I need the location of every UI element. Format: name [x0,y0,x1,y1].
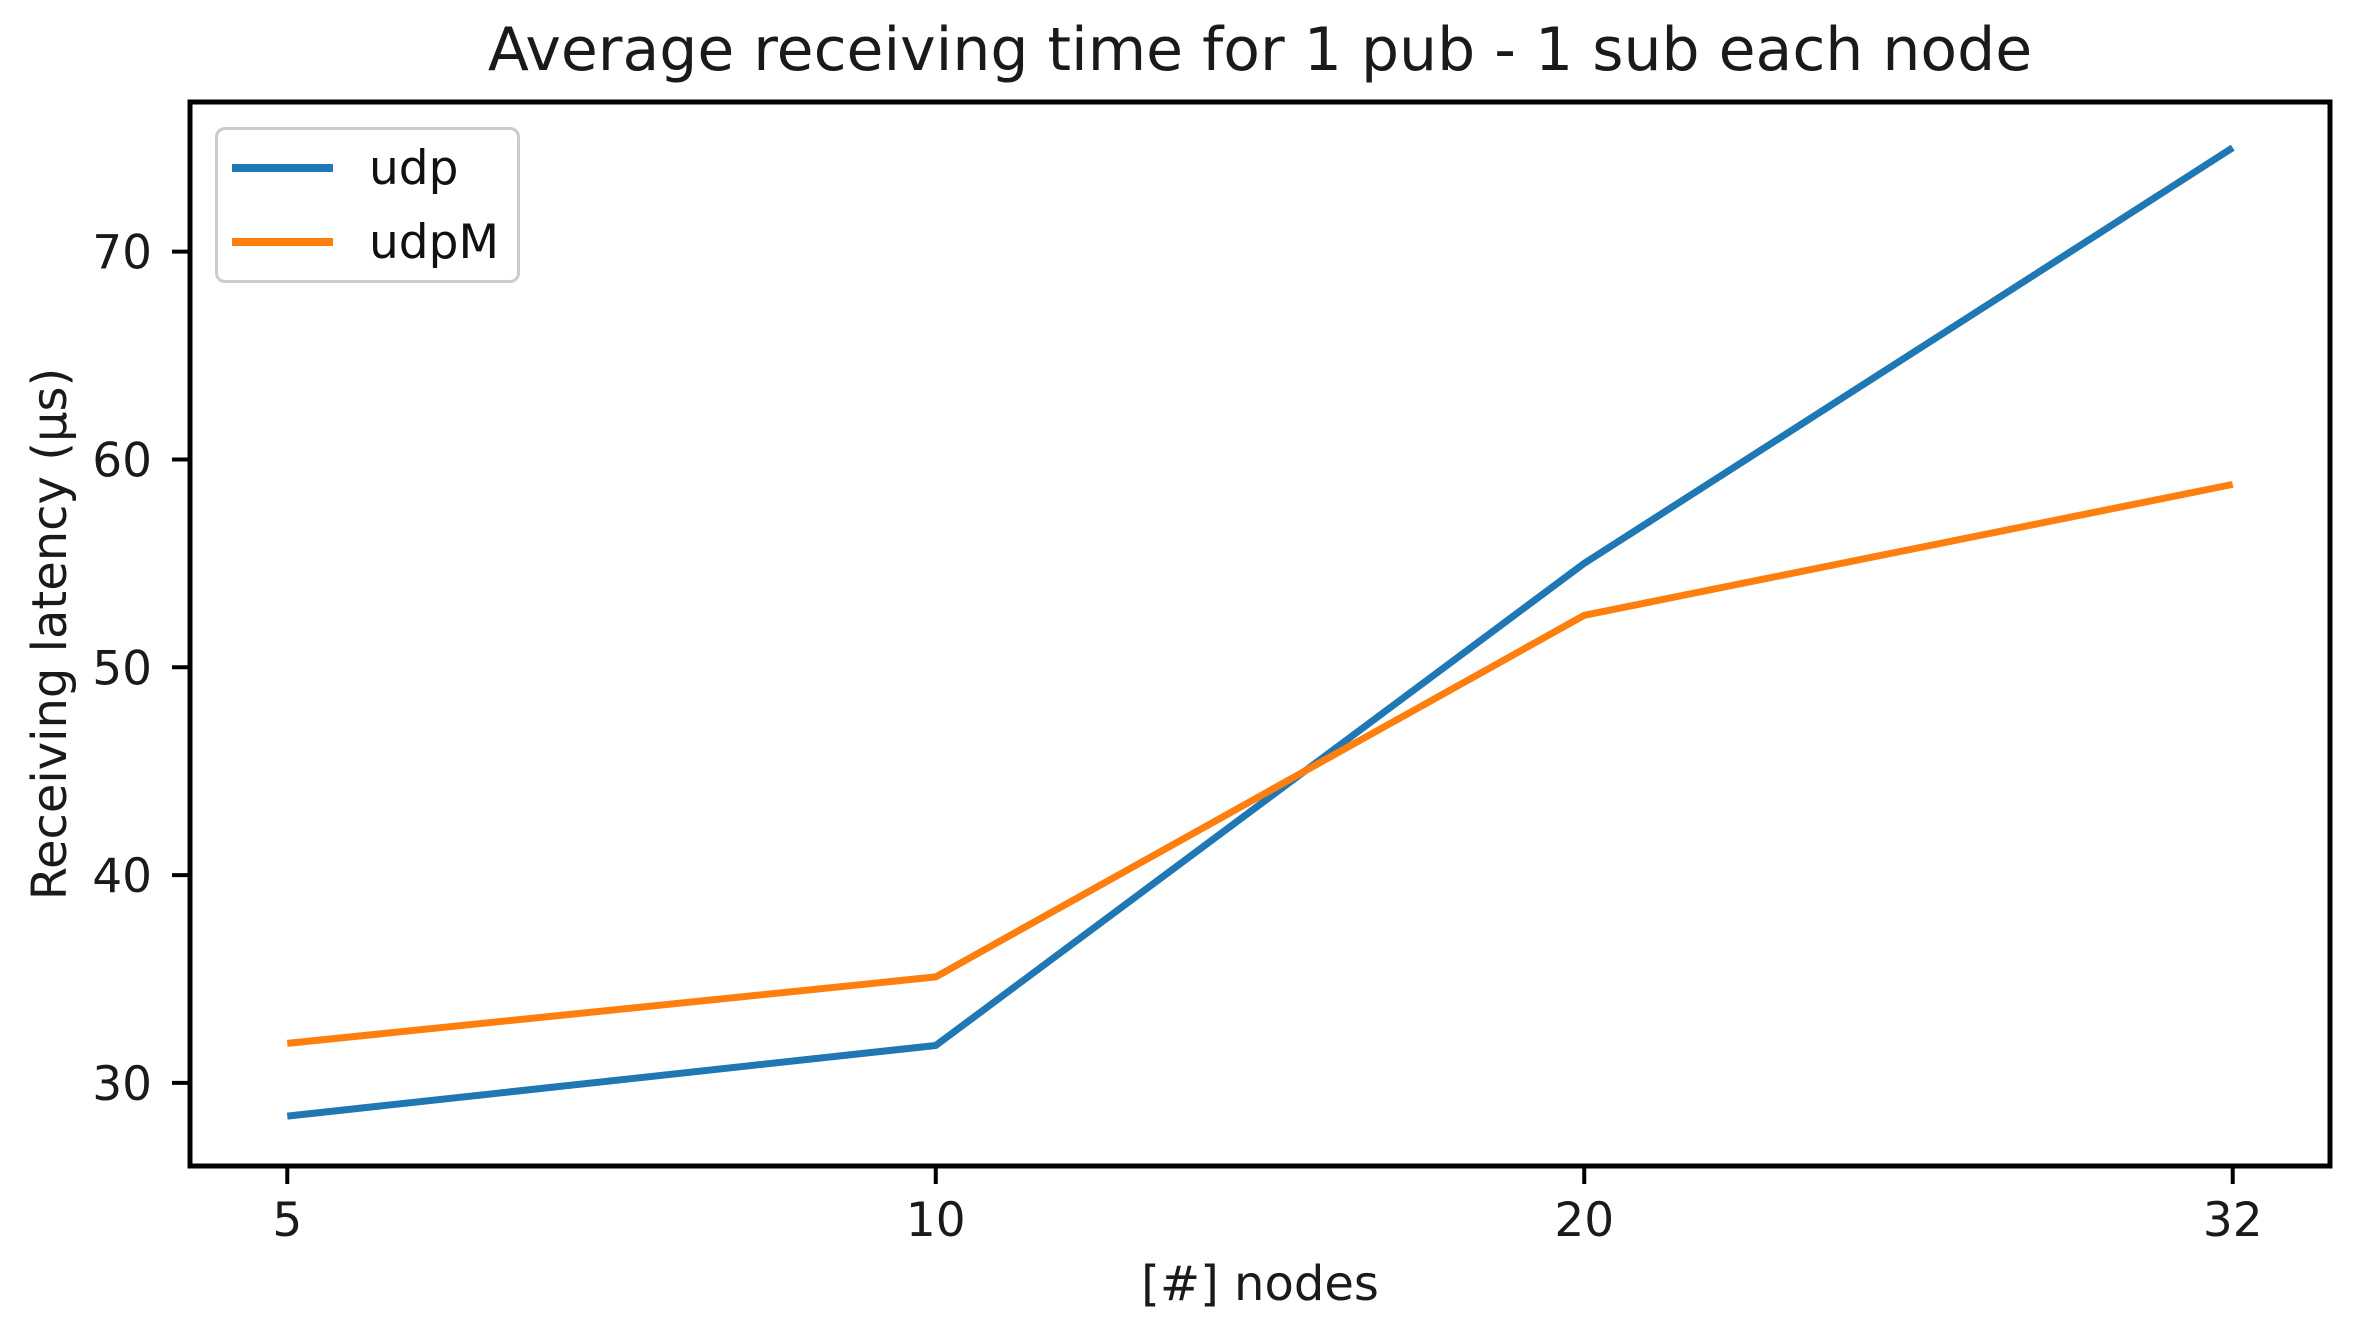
axes-frame [187,99,2333,1169]
series-line-udpM [286,480,2234,1047]
x-tick-label: 32 [2203,1193,2263,1248]
legend: udp udpM [215,127,520,283]
legend-label-udp: udp [369,140,459,196]
x-tick-label: 10 [906,1193,966,1248]
legend-line-swatch-udpM [232,238,333,246]
legend-label-udpM: udpM [369,214,500,270]
chart-title: Average receiving time for 1 pub - 1 sub… [487,15,2033,85]
x-tick-label: 20 [1554,1193,1614,1248]
legend-line-swatch-udp [232,164,333,172]
y-tick-label: 60 [92,433,152,488]
y-tick-label: 40 [92,849,152,904]
legend-entry-udp: udp [232,143,517,193]
legend-entry-udpM: udpM [232,217,517,267]
y-tick-label: 70 [92,226,152,281]
x-tick-label: 5 [272,1193,302,1248]
y-tick-label: 30 [92,1057,152,1112]
x-axis-label: [#] nodes [1141,1256,1379,1312]
y-tick-label: 50 [92,641,152,696]
series-line-udp [286,144,2235,1120]
